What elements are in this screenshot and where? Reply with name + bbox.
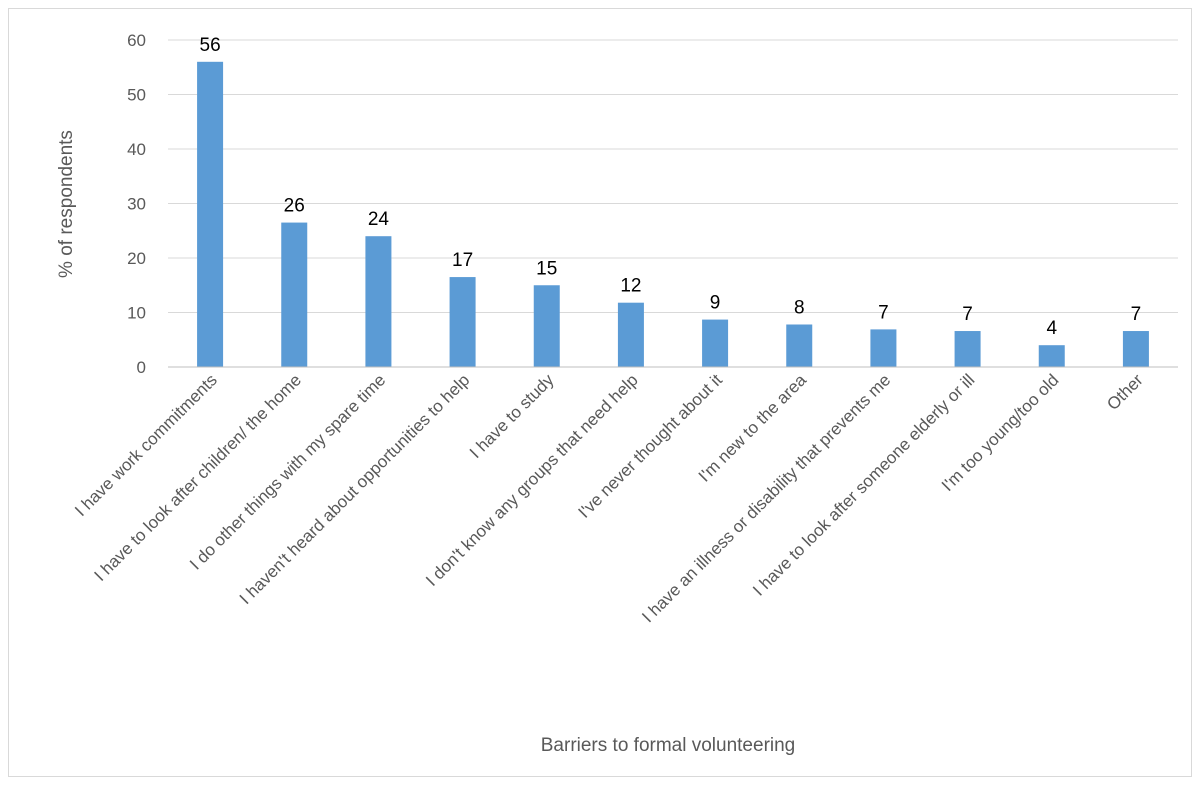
bars [197, 61, 1149, 368]
y-tick-label: 20 [127, 249, 146, 268]
data-label: 24 [368, 209, 390, 230]
data-label: 4 [1046, 318, 1057, 339]
bar [617, 302, 644, 367]
data-label: 26 [284, 196, 305, 217]
bar [954, 331, 981, 367]
data-label: 7 [1131, 304, 1142, 325]
y-axis-ticks: 0 10 20 30 40 50 60 [127, 31, 146, 377]
data-label: 7 [878, 302, 889, 323]
bar [365, 236, 392, 367]
x-tick-label: I've never thought about it [575, 370, 727, 522]
data-label: 8 [794, 297, 805, 318]
bar [449, 277, 476, 367]
y-tick-label: 40 [127, 140, 146, 159]
x-axis-label: Barriers to formal volunteering [541, 735, 796, 756]
bar [197, 61, 224, 368]
x-tick-label: I have to study [466, 370, 558, 462]
data-label: 17 [452, 250, 473, 271]
bar [1122, 331, 1149, 367]
gridlines [168, 39, 1178, 313]
x-tick-label: Other [1103, 370, 1147, 414]
data-labels: 56 26 24 17 15 12 9 8 7 7 4 7 [200, 35, 1142, 339]
x-tick-label: I have work commitments [71, 370, 221, 520]
bar [870, 329, 897, 367]
data-label: 12 [620, 276, 641, 297]
bar [533, 285, 560, 367]
data-label: 7 [962, 304, 973, 325]
y-tick-label: 50 [127, 86, 146, 105]
bar [786, 324, 813, 367]
y-axis-label: % of respondents [56, 130, 77, 278]
data-label: 56 [200, 35, 221, 56]
bar [1038, 345, 1065, 367]
bar [702, 319, 729, 367]
y-tick-label: 0 [137, 358, 146, 377]
bar [281, 222, 308, 367]
data-label: 15 [536, 258, 557, 279]
y-tick-label: 10 [127, 304, 146, 323]
y-tick-label: 30 [127, 195, 146, 214]
y-tick-label: 60 [127, 31, 146, 50]
data-label: 9 [710, 293, 721, 314]
